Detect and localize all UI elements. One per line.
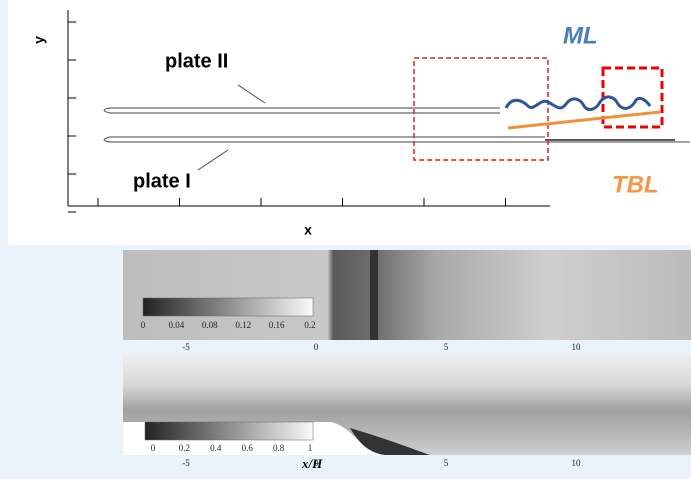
colorbar-tick-label: 0.4: [210, 443, 222, 453]
x-tick-label: 0: [314, 342, 319, 352]
x-tick-label: -5: [182, 342, 190, 352]
x-tick-label: 10: [572, 342, 582, 352]
x-tick-label: 5: [444, 458, 449, 468]
page: {"top_panel": {"y_label": "y", "x_label"…: [0, 0, 691, 479]
colorbar-tick-label: 0.12: [235, 320, 251, 330]
colorbar-tick-label: 0: [151, 443, 156, 453]
y-label: y: [31, 36, 47, 44]
x-label: x: [304, 222, 312, 238]
colorbar-tick-label: 0.08: [202, 320, 218, 330]
tbl-label: TBL: [612, 171, 659, 198]
plate-label: plate II: [165, 50, 228, 72]
colorbar-tick-label: 0.04: [169, 320, 185, 330]
shock-band: [370, 250, 378, 340]
colorbar-tick-label: 0.2: [304, 320, 315, 330]
plate-label: plate I: [133, 170, 191, 192]
colorbar-tick-label: 1: [308, 443, 313, 453]
x-tick-label: 10: [572, 458, 582, 468]
colorbar: [145, 422, 313, 440]
x-tick-label: -5: [182, 458, 190, 468]
colorbar-tick-label: 0.2: [179, 443, 190, 453]
colorbar: [143, 298, 313, 316]
colorbar-tick-label: 0.16: [269, 320, 285, 330]
colorbar-tick-label: 0.6: [242, 443, 254, 453]
x-tick-label: 5: [444, 342, 449, 352]
x-label: x/H: [301, 456, 323, 471]
ml-label: ML: [563, 22, 598, 49]
figure: y x plate II plate I ML TBL 0 0.04 0.08 0.1…: [0, 0, 691, 479]
colorbar-tick-label: 0: [141, 320, 146, 330]
colorbar-tick-label: 0.8: [273, 443, 285, 453]
